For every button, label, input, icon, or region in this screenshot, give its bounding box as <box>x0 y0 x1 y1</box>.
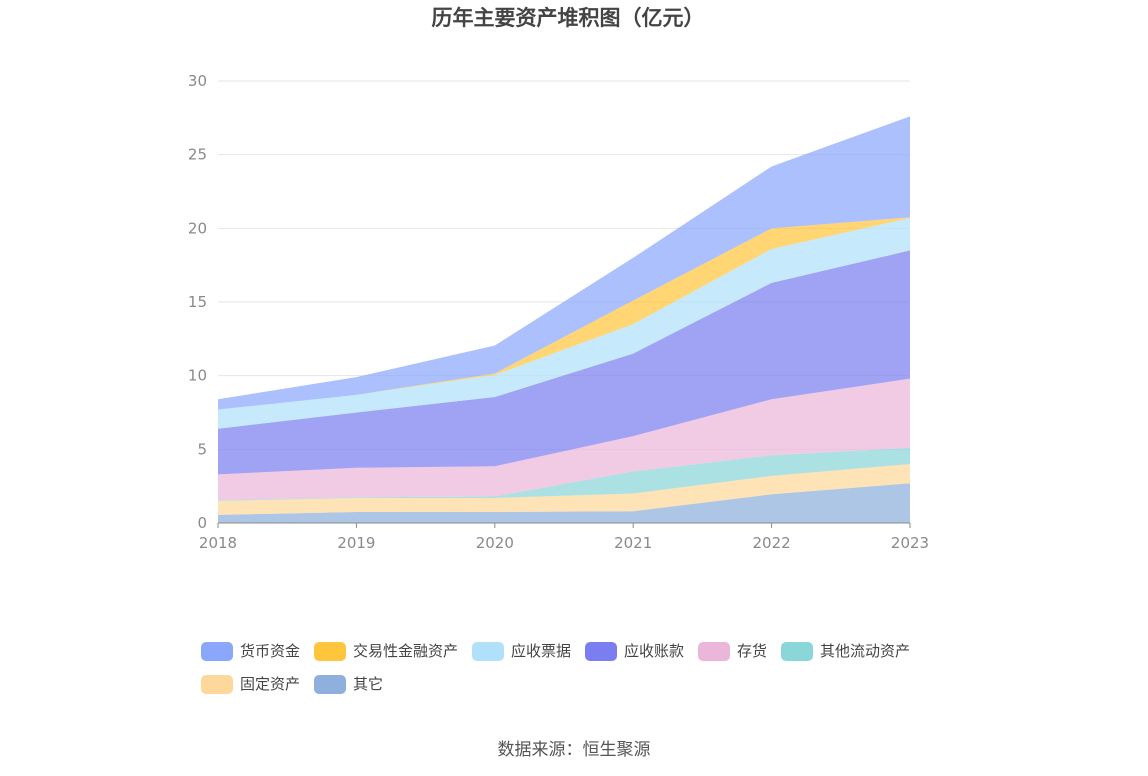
legend-label: 其它 <box>353 675 383 693</box>
legend-label: 存货 <box>737 642 767 660</box>
area-series-7 <box>218 116 910 410</box>
legend-swatch <box>314 675 346 694</box>
legend-item[interactable]: 交易性金融资产 <box>314 642 458 661</box>
x-tick-label: 2019 <box>337 534 375 552</box>
legend-item[interactable]: 存货 <box>698 642 767 661</box>
chart-title: 历年主要资产堆积图（亿元） <box>432 6 705 30</box>
y-tick-label: 10 <box>188 367 207 385</box>
legend-label: 其他流动资产 <box>820 642 910 660</box>
legend-item[interactable]: 应收账款 <box>585 642 684 661</box>
x-tick-label: 2021 <box>614 534 652 552</box>
legend-swatch <box>585 642 617 661</box>
legend-item[interactable]: 其他流动资产 <box>781 642 910 661</box>
legend-swatch <box>781 642 813 661</box>
area-series-4 <box>218 250 910 475</box>
legend-label: 货币资金 <box>240 642 300 660</box>
legend-label: 应收票据 <box>511 642 571 660</box>
y-tick-label: 20 <box>188 219 207 237</box>
axes: 0 5 10 15 20 25 30 2018 2019 2020 2021 2022 2023 <box>188 72 929 552</box>
area-series-2 <box>218 447 910 501</box>
legend-item[interactable]: 货币资金 <box>201 642 300 661</box>
legend-item[interactable]: 固定资产 <box>201 675 300 694</box>
area-series-1 <box>218 464 910 515</box>
legend-label: 交易性金融资产 <box>353 642 458 660</box>
legend-item[interactable]: 其它 <box>314 675 383 694</box>
legend-swatch <box>698 642 730 661</box>
legend-swatch <box>472 642 504 661</box>
x-tick-label: 2020 <box>476 534 514 552</box>
legend-item[interactable]: 应收票据 <box>472 642 571 661</box>
y-tick-label: 30 <box>188 72 207 90</box>
area-series-6 <box>218 217 910 410</box>
area-series <box>218 116 910 523</box>
legend-label: 应收账款 <box>624 642 684 660</box>
area-series-3 <box>218 378 910 501</box>
legend-swatch <box>314 642 346 661</box>
legend-swatch <box>201 642 233 661</box>
x-tick-label: 2018 <box>199 534 237 552</box>
y-tick-label: 5 <box>197 440 207 458</box>
y-tick-label: 0 <box>197 514 207 532</box>
y-tick-label: 25 <box>188 146 207 164</box>
x-tick-label: 2022 <box>753 534 791 552</box>
data-source-note: 数据来源：恒生聚源 <box>498 740 651 760</box>
legend-swatch <box>201 675 233 694</box>
area-series-0 <box>218 483 910 523</box>
x-tick-label: 2023 <box>891 534 929 552</box>
area-series-5 <box>218 218 910 429</box>
y-tick-label: 15 <box>188 293 207 311</box>
legend-label: 固定资产 <box>240 675 300 693</box>
